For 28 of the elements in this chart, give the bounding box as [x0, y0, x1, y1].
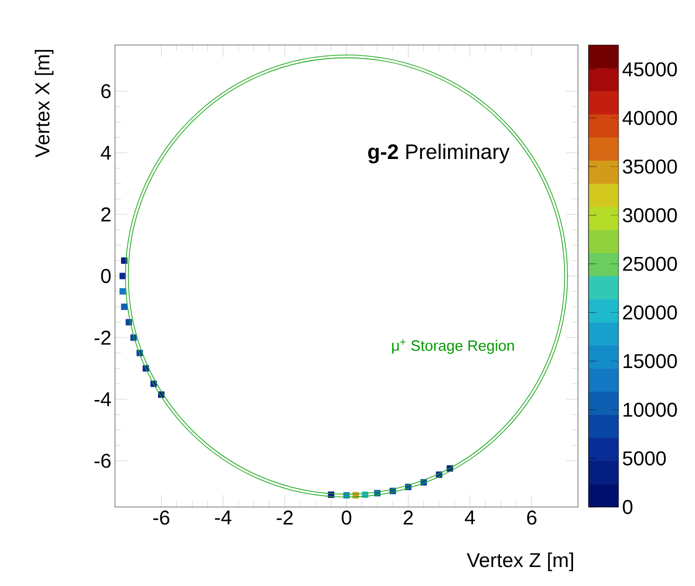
color-bar-label: 25000	[623, 256, 677, 271]
x-tick-label: -2	[276, 510, 293, 524]
color-bar-label: 35000	[622, 160, 677, 174]
x-tick-label: 6	[527, 510, 536, 525]
color-bar-label: 40000	[622, 110, 677, 126]
y-tick-label: 2	[101, 207, 110, 222]
color-bar-label: 5000	[622, 451, 666, 466]
color-bar-label: 15000	[624, 354, 677, 368]
point	[120, 272, 126, 280]
y-tick-label: -4	[94, 392, 111, 406]
y-tick-label: 4	[100, 146, 111, 160]
y-tick-label: 0	[101, 268, 111, 284]
x-tick-label: 2	[404, 510, 413, 524]
x-axis-title: Vertex Z [m]	[466, 552, 574, 572]
x-tick-label: 4	[464, 510, 475, 524]
y-axis-title: Vertex X [m]	[34, 50, 54, 158]
color-bar-label: 0	[622, 500, 632, 514]
y-tick-label: -2	[94, 330, 110, 345]
color-bar-label: 20000	[623, 305, 677, 320]
color-bar-label: 45000	[622, 62, 677, 76]
x-tick-label: -6	[153, 510, 170, 525]
color-bar-label: 30000	[622, 208, 677, 222]
y-tick-label: 6	[101, 84, 111, 98]
color-bar-label: 10000	[624, 402, 677, 417]
point	[120, 288, 126, 295]
y-tick-label: -6	[94, 454, 111, 468]
x-tick-label: -4	[215, 510, 232, 524]
x-tick-label: 0	[342, 510, 352, 525]
